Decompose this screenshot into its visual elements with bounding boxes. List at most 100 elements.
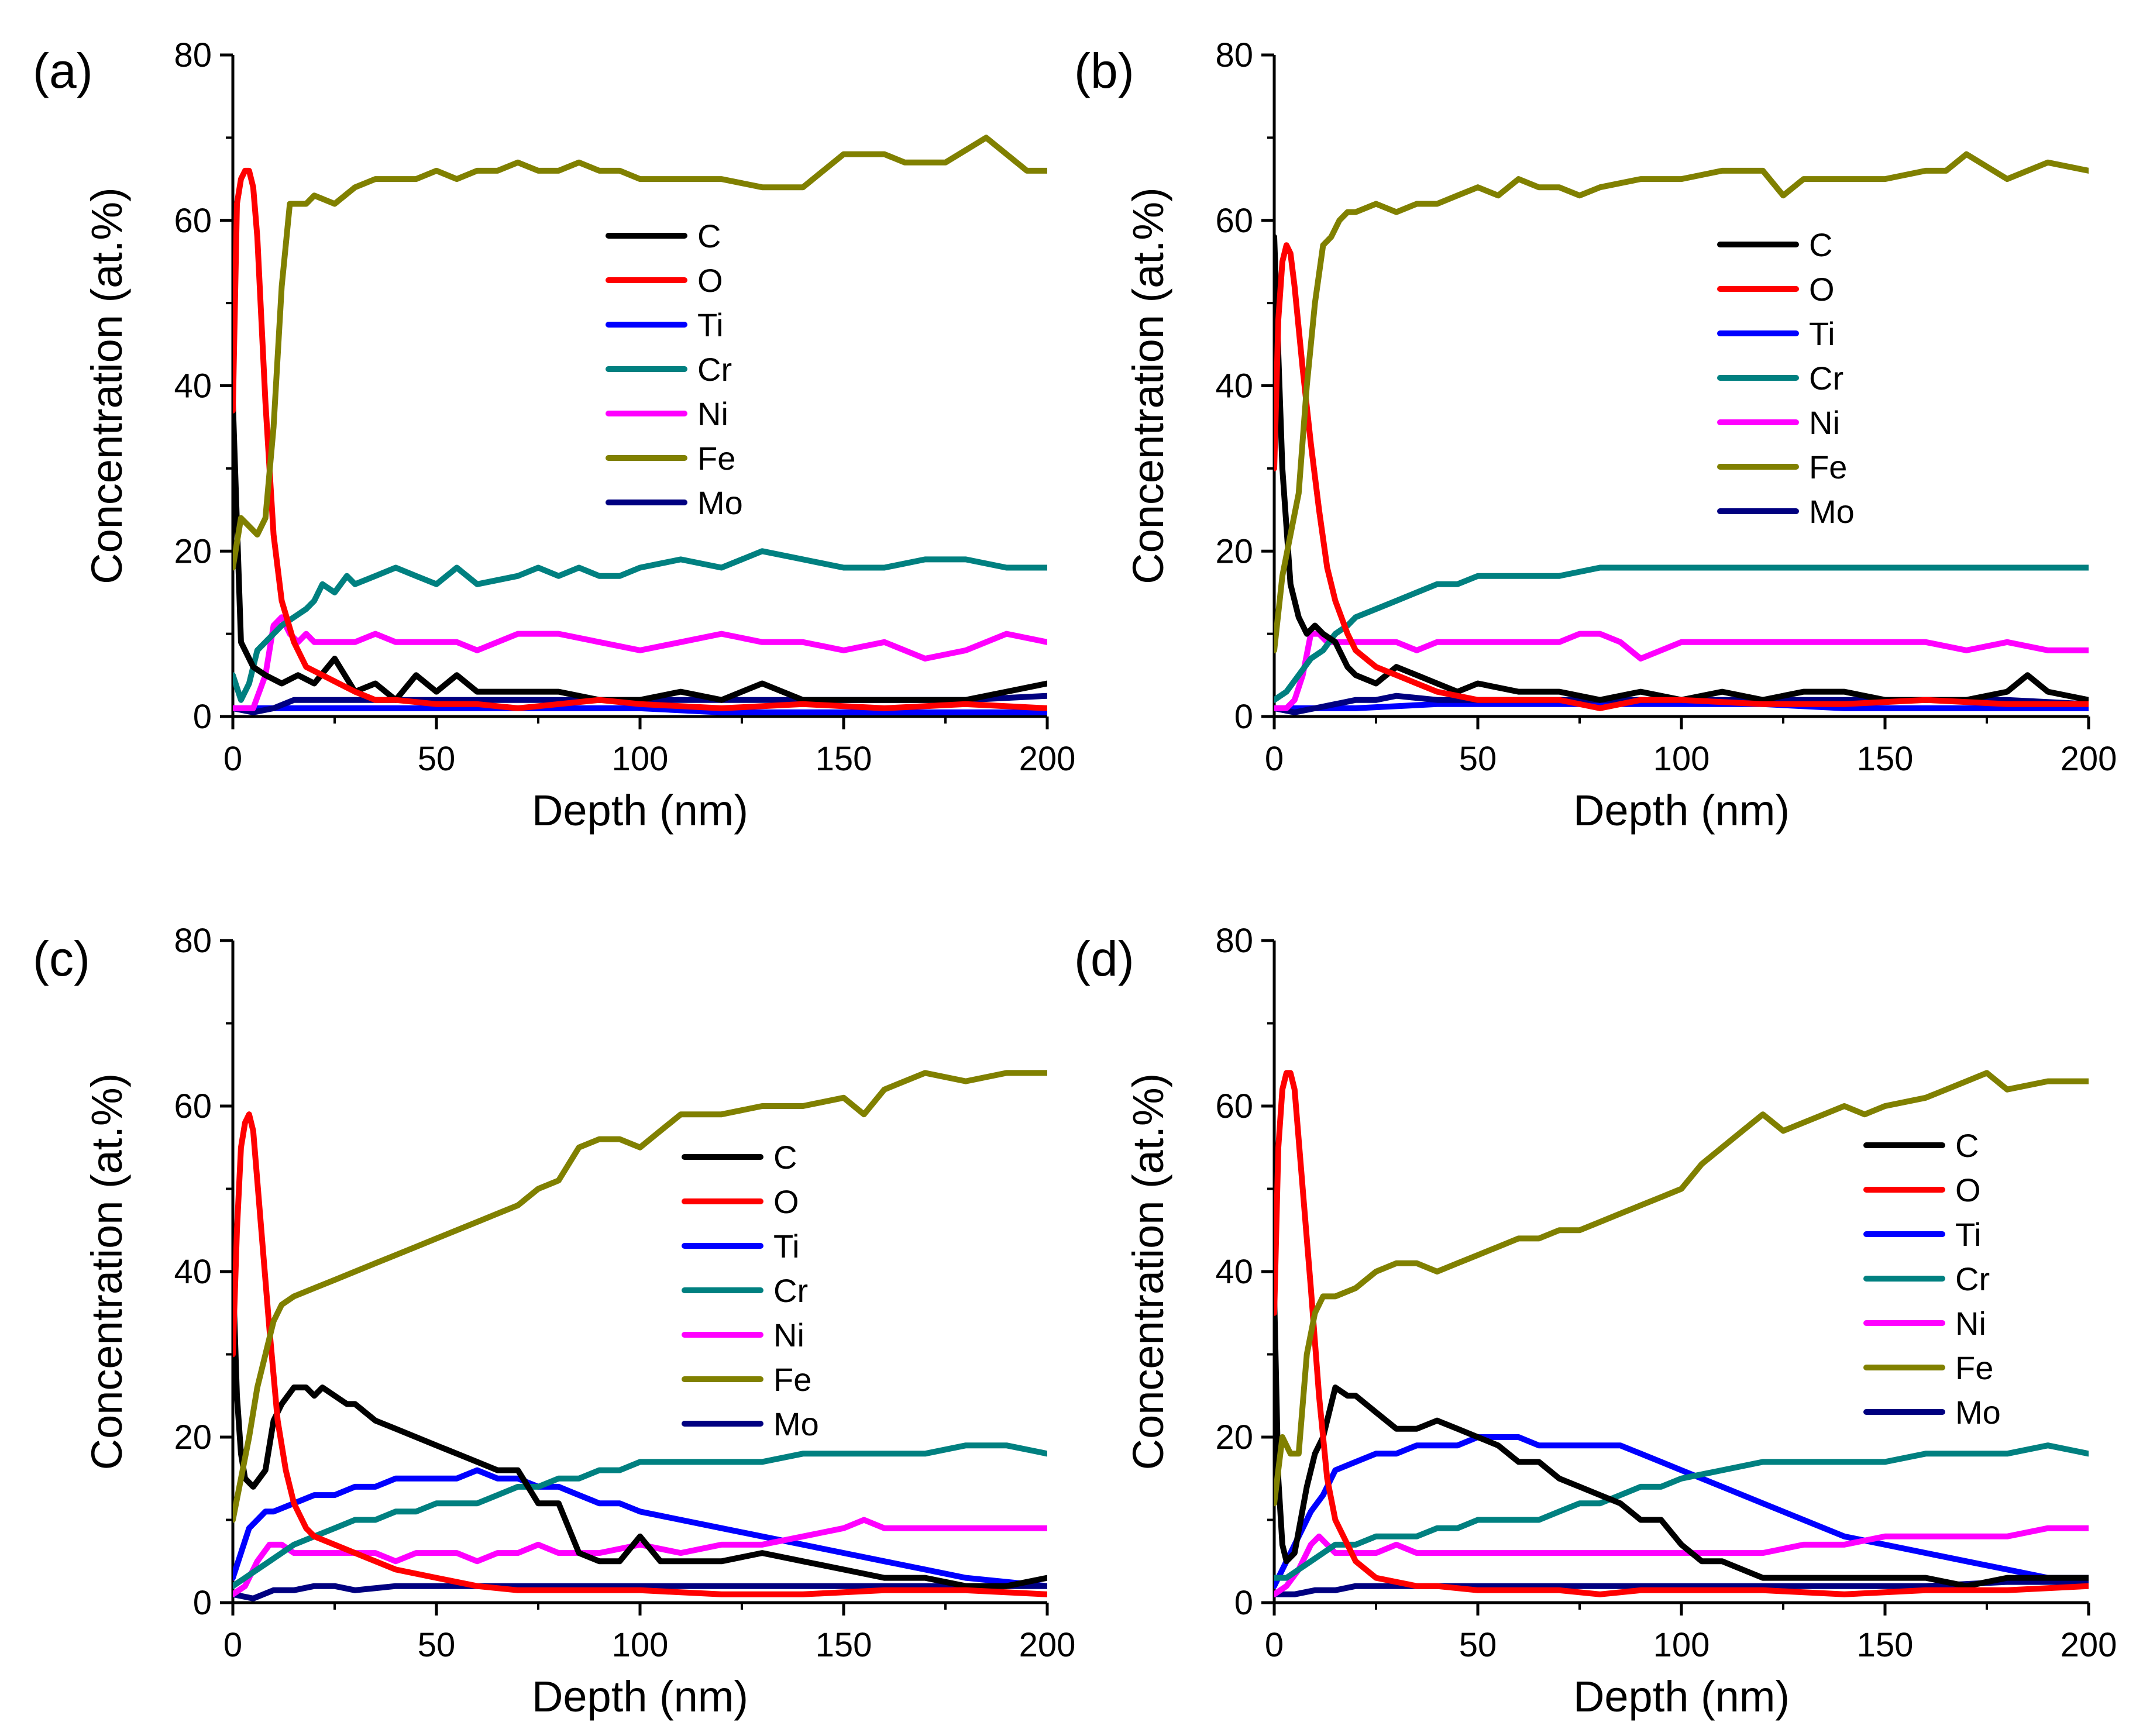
x-tick-label: 200 bbox=[2061, 740, 2117, 778]
legend-label-mo: Mo bbox=[773, 1406, 819, 1442]
y-tick-label: 60 bbox=[174, 202, 212, 240]
x-axis-title: Depth (nm) bbox=[532, 1672, 748, 1721]
legend: CO Ti Cr Ni Fe Mo bbox=[1863, 1127, 2001, 1431]
legend-label-o: O bbox=[697, 262, 723, 299]
x-tick-label: 100 bbox=[1653, 1626, 1710, 1664]
series-line-o bbox=[233, 167, 1047, 711]
y-tick-label: 80 bbox=[1215, 36, 1253, 74]
legend-label-ni: Ni bbox=[697, 395, 728, 432]
series-line-ni bbox=[233, 1517, 1047, 1597]
legend-label-ti: Ti bbox=[697, 306, 724, 343]
legend-label-cr: Cr bbox=[1955, 1260, 1990, 1297]
legend-label-ti: Ti bbox=[773, 1228, 800, 1265]
series-line-c bbox=[233, 1269, 1047, 1589]
x-tick-label: 50 bbox=[1459, 1626, 1497, 1664]
x-axis-title: Depth (nm) bbox=[1573, 786, 1790, 835]
series-line-ti bbox=[1274, 701, 2089, 711]
legend-label-c: C bbox=[1809, 226, 1832, 263]
chart-panel-2: (b) 0 50 100 150 200 0 20 40 60 80 Depth (nm) Concen… bbox=[1074, 36, 2117, 835]
series-line-ti bbox=[233, 1467, 1047, 1589]
legend: CO Ti Cr Ni Fe Mo bbox=[682, 1139, 819, 1442]
legend-label-o: O bbox=[1955, 1172, 1981, 1208]
y-axis-title: Concentration (at.%) bbox=[1124, 1073, 1172, 1470]
y-tick-label: 20 bbox=[174, 532, 212, 570]
chart-panel-1: (a) 0 50 100 150 200 0 20 40 60 80 Depth (nm) Concen… bbox=[33, 36, 1075, 835]
legend-label-o: O bbox=[1809, 271, 1835, 308]
y-tick-label: 60 bbox=[1215, 1087, 1253, 1125]
x-tick-label: 100 bbox=[612, 1626, 669, 1664]
x-tick-label: 150 bbox=[1857, 1626, 1914, 1664]
legend: CO Ti Cr Ni Fe Mo bbox=[606, 218, 743, 521]
x-tick-label: 0 bbox=[1265, 1626, 1284, 1664]
x-tick-label: 200 bbox=[2061, 1626, 2117, 1664]
series-line-cr bbox=[1274, 564, 2089, 703]
y-tick-label: 60 bbox=[174, 1087, 212, 1125]
legend-label-fe: Fe bbox=[1809, 449, 1847, 485]
chart-panel-4: (d) 0 50 100 150 200 0 20 40 60 80 Depth (nm) Concen… bbox=[1074, 922, 2117, 1721]
panel-label: (d) bbox=[1074, 931, 1134, 986]
legend-label-cr: Cr bbox=[773, 1272, 808, 1309]
series-line-fe bbox=[233, 1070, 1047, 1523]
x-tick-label: 0 bbox=[223, 1626, 242, 1664]
series-line-fe bbox=[1274, 151, 2089, 653]
legend-label-c: C bbox=[1955, 1127, 1979, 1164]
y-tick-label: 40 bbox=[174, 367, 212, 405]
chart-panel-3: (c) 0 50 100 150 200 0 20 40 60 80 Depth (nm) Concen… bbox=[33, 922, 1075, 1721]
series-line-ti bbox=[233, 705, 1047, 715]
y-tick-label: 80 bbox=[1215, 922, 1253, 960]
series-line-c bbox=[1274, 234, 2089, 703]
x-tick-label: 50 bbox=[418, 740, 456, 778]
panel-label: (a) bbox=[33, 43, 93, 98]
y-axis-title: Concentration (at.%) bbox=[1124, 187, 1172, 584]
y-tick-label: 20 bbox=[174, 1418, 212, 1456]
panel-label: (c) bbox=[33, 931, 90, 986]
x-tick-label: 100 bbox=[1653, 740, 1710, 778]
x-tick-label: 150 bbox=[1857, 740, 1914, 778]
legend-label-ni: Ni bbox=[773, 1317, 804, 1353]
series-line-o bbox=[1274, 1070, 2089, 1597]
legend-label-fe: Fe bbox=[773, 1361, 811, 1398]
series-line-cr bbox=[233, 1442, 1047, 1589]
legend-label-ti: Ti bbox=[1809, 315, 1835, 352]
x-tick-label: 200 bbox=[1019, 740, 1076, 778]
y-axis-title: Concentration (at.%) bbox=[82, 1073, 131, 1470]
series-line-c bbox=[233, 399, 1047, 703]
legend-label-fe: Fe bbox=[1955, 1349, 1993, 1386]
series-line-mo bbox=[1274, 1579, 2089, 1597]
legend-label-ni: Ni bbox=[1955, 1305, 1986, 1342]
legend-label-mo: Mo bbox=[1809, 493, 1855, 530]
x-tick-label: 50 bbox=[1459, 740, 1497, 778]
y-tick-label: 40 bbox=[1215, 1253, 1253, 1291]
y-tick-label: 80 bbox=[174, 36, 212, 74]
x-tick-label: 150 bbox=[816, 740, 872, 778]
series-line-fe bbox=[233, 135, 1047, 571]
legend-label-ti: Ti bbox=[1955, 1216, 1982, 1253]
y-tick-label: 40 bbox=[1215, 367, 1253, 405]
legend-label-cr: Cr bbox=[697, 351, 732, 388]
y-tick-label: 0 bbox=[193, 698, 212, 736]
series-line-ti bbox=[1274, 1434, 2089, 1589]
series-line-o bbox=[1274, 242, 2089, 711]
legend-label-c: C bbox=[773, 1139, 797, 1176]
legend-label-o: O bbox=[773, 1183, 799, 1220]
x-axis-title: Depth (nm) bbox=[532, 786, 748, 835]
y-tick-label: 80 bbox=[174, 922, 212, 960]
y-tick-label: 60 bbox=[1215, 202, 1253, 240]
series-line-fe bbox=[1274, 1070, 2089, 1507]
series-line-cr bbox=[1274, 1442, 2089, 1581]
panel-label: (b) bbox=[1074, 43, 1134, 98]
legend-label-mo: Mo bbox=[1955, 1394, 2001, 1431]
x-tick-label: 50 bbox=[418, 1626, 456, 1664]
x-tick-label: 0 bbox=[223, 740, 242, 778]
x-tick-label: 0 bbox=[1265, 740, 1284, 778]
x-tick-label: 150 bbox=[816, 1626, 872, 1664]
series-line-cr bbox=[233, 548, 1047, 703]
x-tick-label: 100 bbox=[612, 740, 669, 778]
y-tick-label: 0 bbox=[193, 1584, 212, 1622]
x-tick-label: 200 bbox=[1019, 1626, 1076, 1664]
legend: CO Ti Cr Ni Fe Mo bbox=[1717, 226, 1855, 530]
y-tick-label: 0 bbox=[1234, 698, 1253, 736]
series-line-ni bbox=[233, 614, 1047, 711]
legend-label-fe: Fe bbox=[697, 440, 735, 477]
